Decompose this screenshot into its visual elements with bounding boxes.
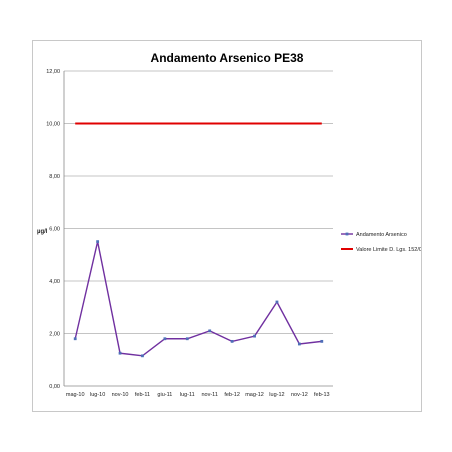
data-point	[253, 334, 256, 338]
axes	[63, 71, 333, 387]
y-tick-label: 4,00	[49, 279, 60, 285]
data-point	[185, 337, 189, 341]
data-point	[275, 300, 279, 304]
x-tick-label: feb-13	[314, 392, 330, 398]
x-tick-label: nov-12	[291, 392, 308, 398]
data-point	[320, 339, 324, 343]
series-group	[73, 122, 324, 358]
x-tick-label: lug-11	[180, 392, 195, 398]
data-point	[118, 351, 122, 355]
data-point	[208, 329, 212, 333]
legend-label-arsenico: Andamento Arsenico	[356, 232, 407, 238]
y-tick-label: 10,00	[46, 122, 60, 128]
y-tick-label: 12,00	[46, 69, 60, 75]
y-axis-ticks: 0,00 2,00 4,00 6,00 8,00 10,00 12,00	[46, 69, 60, 390]
data-point	[230, 339, 234, 343]
x-tick-label: nov-10	[112, 392, 129, 398]
y-tick-label: 0,00	[49, 384, 60, 390]
x-tick-label: lug-12	[269, 392, 284, 398]
y-tick-label: 8,00	[49, 174, 60, 180]
y-axis-label: µg/l	[37, 229, 48, 235]
x-tick-label: nov-11	[201, 392, 217, 398]
legend: Andamento Arsenico Valore Limite D. Lgs. …	[341, 232, 421, 253]
legend-label-limit: Valore Limite D. Lgs. 152/06	[356, 247, 421, 253]
y-tick-label: 2,00	[49, 332, 60, 338]
data-point	[141, 354, 144, 358]
data-point	[96, 240, 100, 244]
chart: Andamento Arsenico PE38 µg/l 0,00 2,00 4,0…	[37, 51, 421, 398]
data-point	[73, 337, 77, 341]
chart-frame: Andamento Arsenico PE38 µg/l 0,00 2,00 4,0…	[32, 40, 422, 412]
x-tick-label: feb-12	[224, 392, 240, 398]
data-point	[163, 337, 167, 341]
x-axis-ticks: mag-10 lug-10 nov-10 feb-11 giu-11 lug-11 nov-…	[66, 392, 330, 398]
x-tick-label: mag-12	[245, 392, 264, 398]
x-tick-label: feb-11	[135, 392, 150, 398]
gridlines	[64, 70, 333, 334]
x-tick-label: mag-10	[66, 392, 85, 398]
chart-title: Andamento Arsenico PE38	[151, 51, 304, 65]
legend-marker-arsenico	[345, 232, 349, 236]
y-tick-label: 6,00	[49, 227, 60, 233]
x-tick-label: lug-10	[90, 392, 105, 398]
x-tick-label: giu-11	[157, 392, 172, 398]
series-line-arsenico	[74, 241, 322, 357]
data-point	[297, 342, 301, 346]
